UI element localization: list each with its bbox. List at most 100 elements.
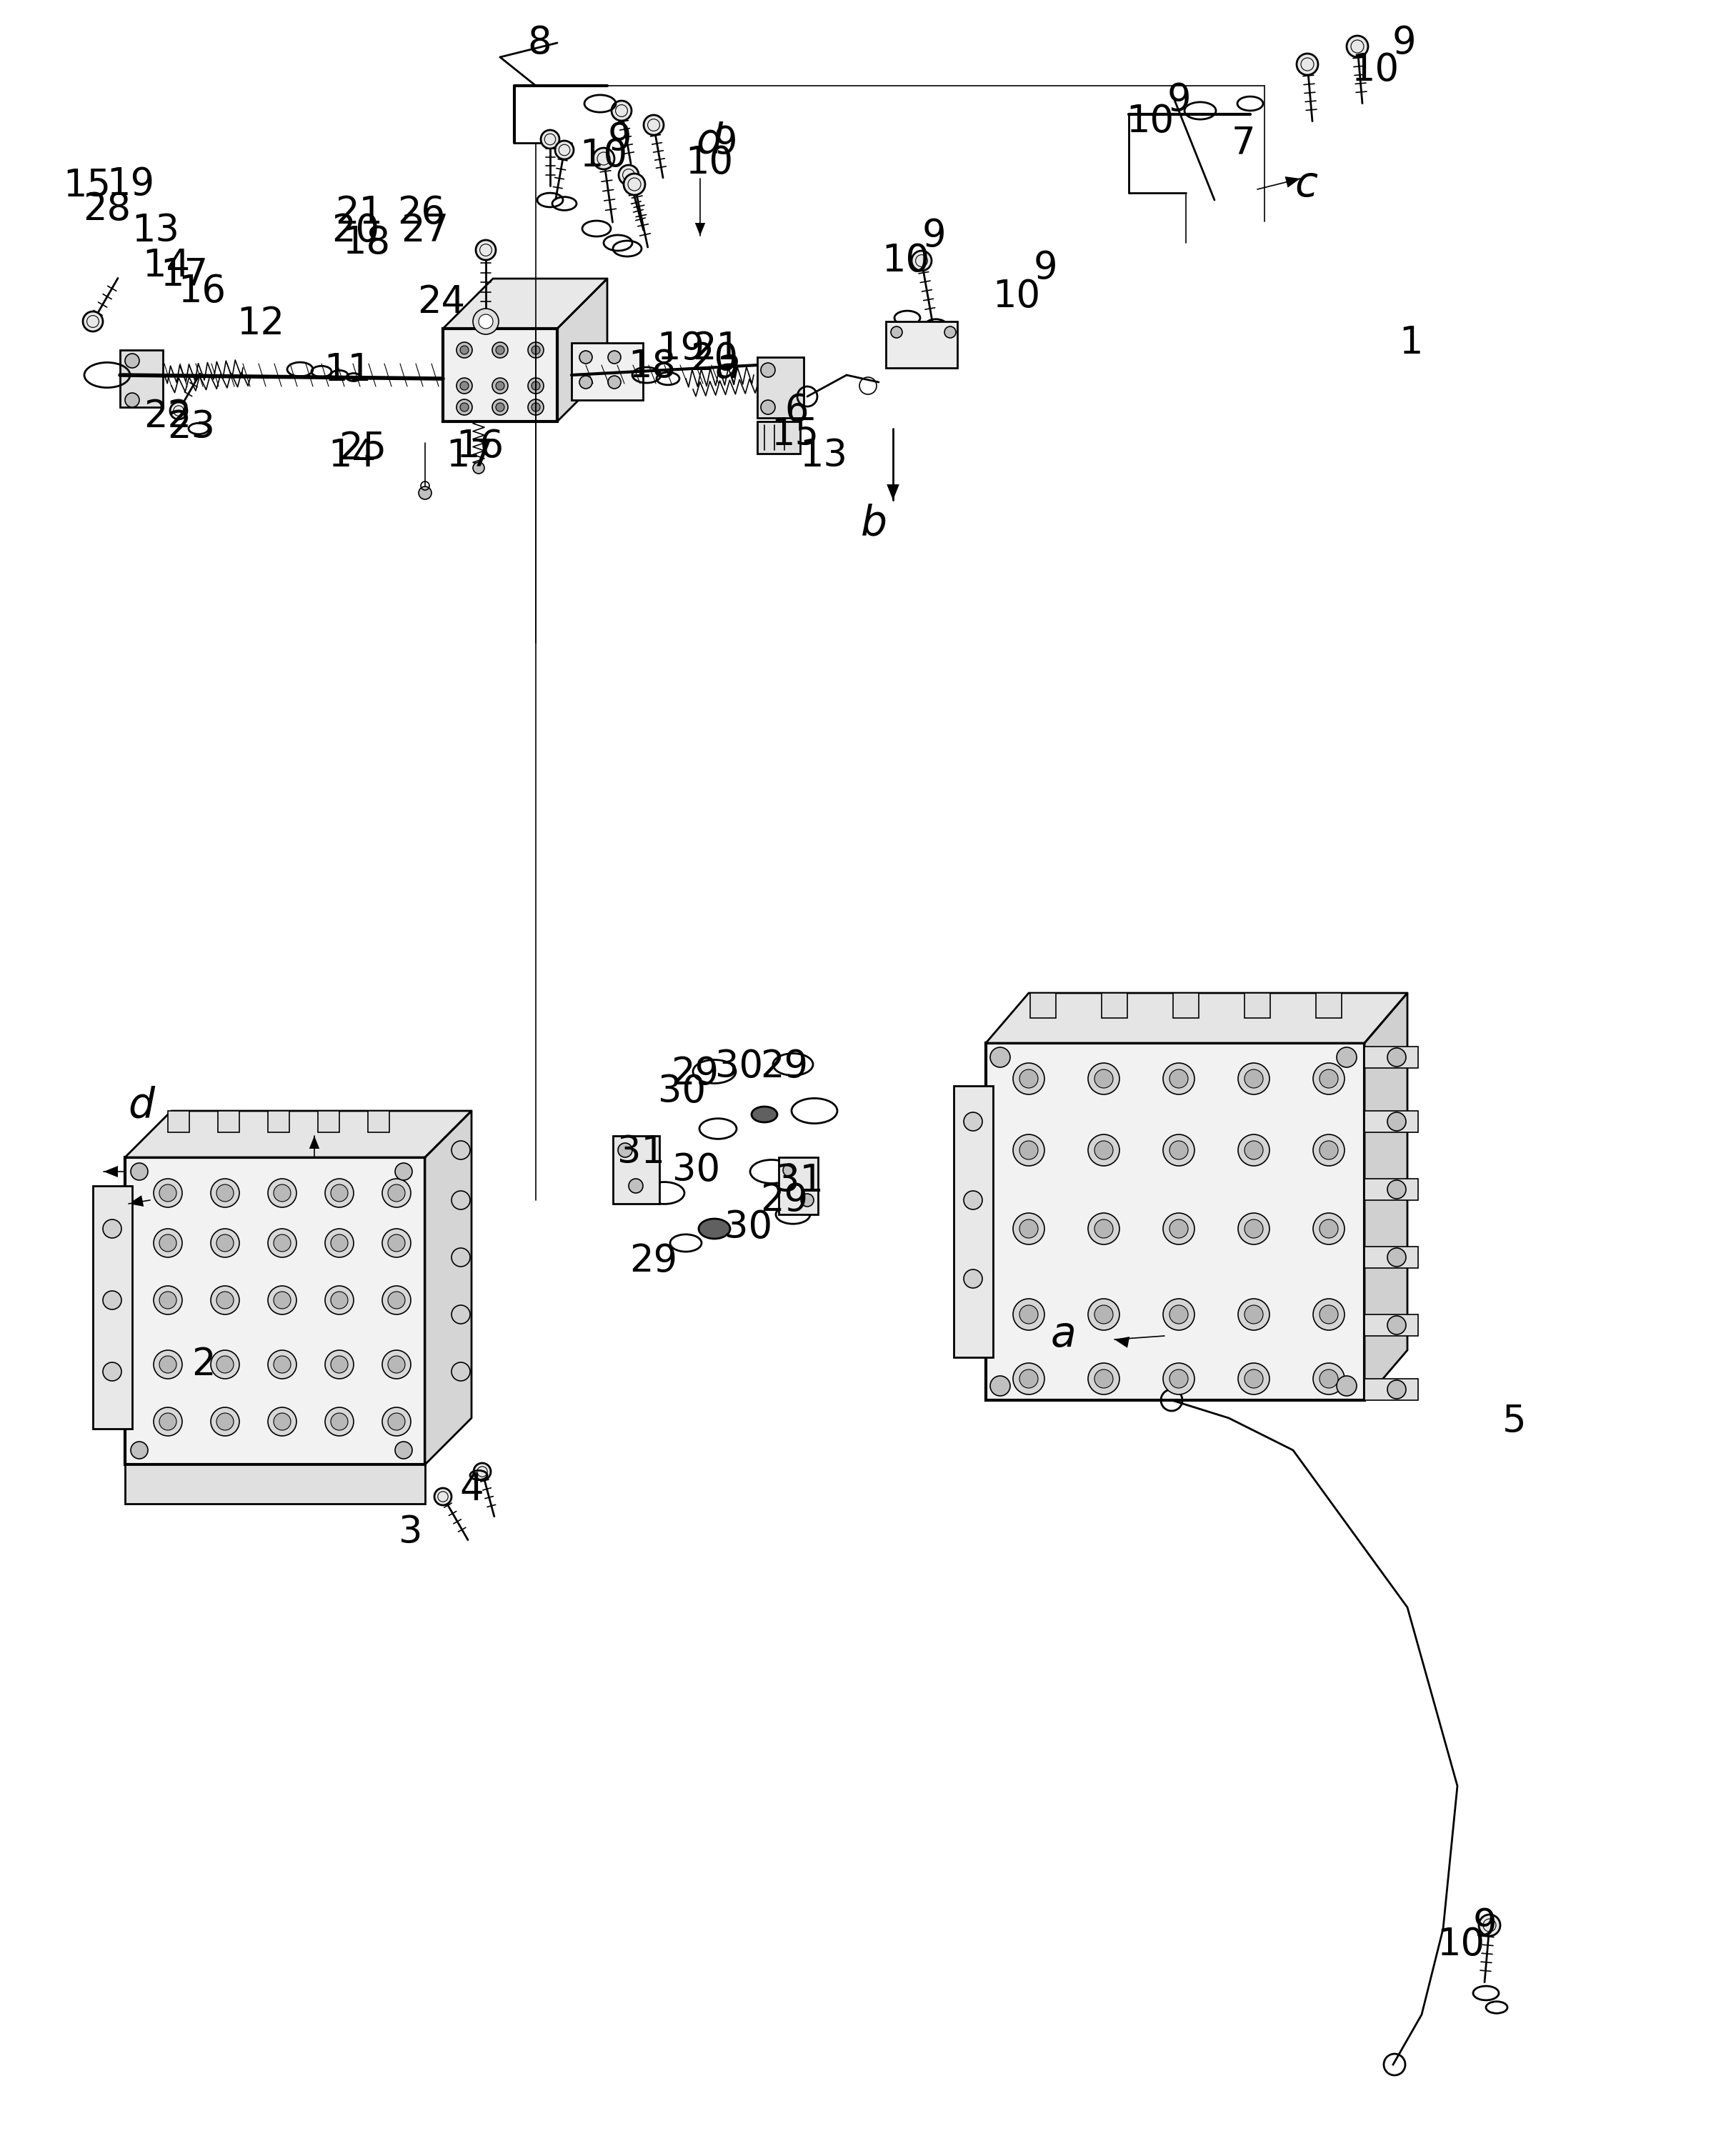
Circle shape — [274, 1356, 290, 1373]
Circle shape — [452, 1248, 469, 1266]
Circle shape — [461, 403, 469, 412]
Circle shape — [388, 1184, 406, 1201]
Text: 19: 19 — [658, 330, 704, 367]
Text: 13: 13 — [131, 211, 180, 250]
Text: 20: 20 — [331, 211, 380, 250]
Circle shape — [1319, 1141, 1338, 1160]
Circle shape — [1238, 1214, 1270, 1244]
Text: 4: 4 — [459, 1470, 483, 1507]
Circle shape — [268, 1179, 297, 1207]
Circle shape — [1313, 1363, 1345, 1395]
Text: 8: 8 — [528, 24, 551, 60]
Circle shape — [388, 1356, 406, 1373]
Circle shape — [618, 1143, 632, 1158]
Text: d: d — [128, 1084, 155, 1125]
Polygon shape — [444, 278, 608, 328]
Circle shape — [1170, 1304, 1187, 1324]
Circle shape — [388, 1291, 406, 1309]
Circle shape — [388, 1235, 406, 1253]
Circle shape — [1296, 54, 1319, 75]
Circle shape — [1244, 1369, 1263, 1388]
Text: 20: 20 — [690, 341, 739, 377]
Circle shape — [1336, 1376, 1357, 1395]
Circle shape — [211, 1285, 240, 1315]
Circle shape — [1094, 1369, 1113, 1388]
Text: 9: 9 — [922, 218, 946, 254]
Bar — [368, 1110, 390, 1132]
Circle shape — [1013, 1363, 1044, 1395]
Circle shape — [324, 1285, 354, 1315]
Circle shape — [528, 343, 544, 358]
Circle shape — [154, 1285, 183, 1315]
Circle shape — [216, 1356, 233, 1373]
Polygon shape — [124, 1110, 471, 1158]
Circle shape — [1244, 1304, 1263, 1324]
Circle shape — [1319, 1220, 1338, 1238]
Circle shape — [473, 308, 499, 334]
Bar — [124, 1158, 425, 1464]
Circle shape — [395, 1162, 413, 1179]
Circle shape — [1244, 1069, 1263, 1089]
Circle shape — [211, 1229, 240, 1257]
Circle shape — [1244, 1220, 1263, 1238]
Bar — [1101, 994, 1127, 1018]
Circle shape — [1319, 1369, 1338, 1388]
Text: b: b — [861, 502, 887, 543]
Bar — [1365, 1378, 1419, 1399]
Circle shape — [761, 362, 775, 377]
Text: 9: 9 — [713, 125, 737, 162]
Text: 22: 22 — [143, 399, 192, 436]
Circle shape — [594, 149, 614, 170]
Circle shape — [628, 1179, 644, 1192]
Bar — [1030, 994, 1056, 1018]
Text: 10: 10 — [685, 144, 734, 181]
Text: 12: 12 — [236, 304, 285, 343]
Circle shape — [211, 1179, 240, 1207]
Circle shape — [419, 487, 432, 500]
Bar — [758, 420, 801, 453]
Circle shape — [104, 1291, 121, 1309]
Text: 21: 21 — [692, 330, 740, 367]
Circle shape — [274, 1235, 290, 1253]
Text: 18: 18 — [628, 347, 677, 386]
Circle shape — [618, 166, 639, 185]
Circle shape — [1346, 37, 1369, 58]
Circle shape — [1170, 1069, 1187, 1089]
Bar — [1365, 1246, 1419, 1268]
Polygon shape — [104, 1166, 117, 1177]
Bar — [1244, 994, 1270, 1018]
Circle shape — [435, 1488, 452, 1505]
Circle shape — [1094, 1069, 1113, 1089]
Text: 10: 10 — [992, 278, 1041, 315]
Text: 13: 13 — [799, 438, 847, 474]
Text: 10: 10 — [1125, 103, 1174, 140]
Circle shape — [324, 1408, 354, 1436]
Bar — [758, 358, 804, 418]
Text: 15: 15 — [64, 168, 110, 205]
Circle shape — [1020, 1304, 1037, 1324]
Circle shape — [1087, 1134, 1120, 1166]
Text: 10: 10 — [580, 138, 628, 175]
Text: 11: 11 — [324, 351, 371, 388]
Circle shape — [461, 345, 469, 354]
Text: a: a — [1049, 1315, 1075, 1354]
Bar — [613, 1136, 659, 1203]
Circle shape — [1020, 1369, 1037, 1388]
Circle shape — [478, 315, 494, 328]
Text: 29: 29 — [761, 1048, 808, 1084]
Polygon shape — [425, 1110, 471, 1464]
Circle shape — [1094, 1304, 1113, 1324]
Circle shape — [159, 1291, 176, 1309]
Circle shape — [991, 1376, 1010, 1395]
Circle shape — [944, 326, 956, 338]
Circle shape — [452, 1363, 469, 1380]
Circle shape — [492, 343, 507, 358]
Circle shape — [532, 403, 540, 412]
Circle shape — [452, 1304, 469, 1324]
Text: 14: 14 — [328, 438, 376, 474]
Circle shape — [216, 1184, 233, 1201]
Circle shape — [216, 1291, 233, 1309]
Circle shape — [1238, 1363, 1270, 1395]
Bar — [1174, 994, 1200, 1018]
Text: 29: 29 — [761, 1181, 808, 1218]
